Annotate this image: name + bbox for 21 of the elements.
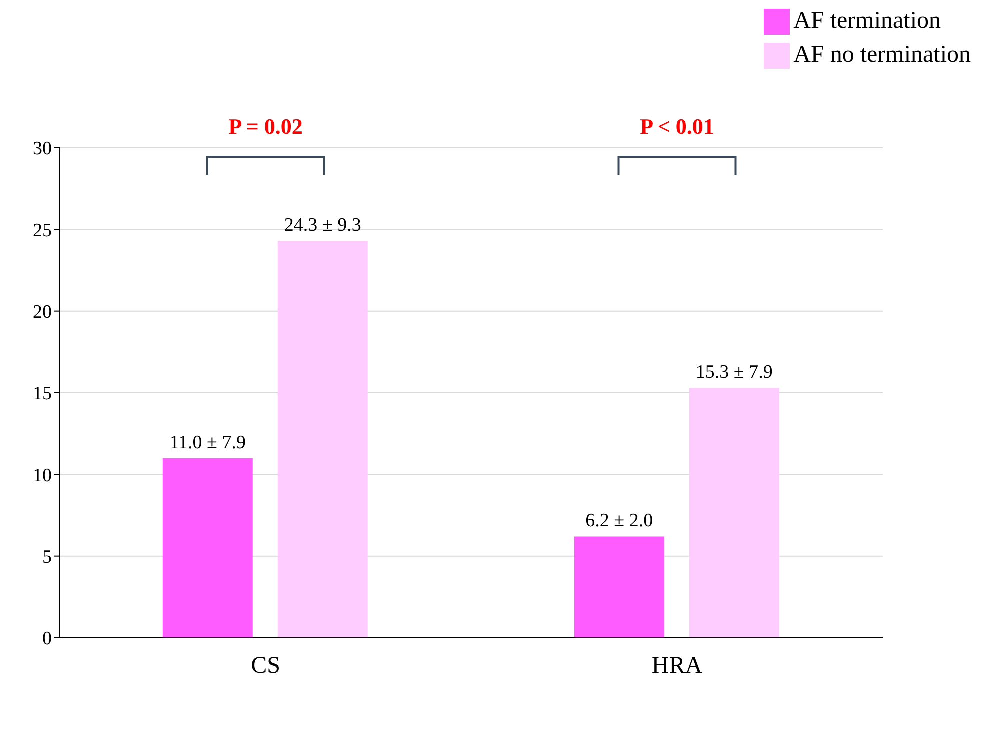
data-label: 11.0 ± 7.9 bbox=[170, 432, 246, 454]
bar bbox=[278, 241, 368, 638]
text: P = 0.02 bbox=[228, 114, 303, 139]
bar bbox=[162, 458, 253, 638]
y-tick-label: 5 bbox=[42, 547, 52, 568]
y-tick-label: 0 bbox=[42, 628, 52, 650]
bar bbox=[574, 536, 664, 638]
x-tick-label: CS bbox=[251, 653, 280, 680]
y-tick-label: 20 bbox=[33, 302, 52, 324]
y-tick-label: 30 bbox=[33, 138, 52, 160]
y-tick-label: 25 bbox=[33, 220, 52, 242]
x-tick-label: HRA bbox=[652, 653, 704, 680]
legend-label: AF no termination bbox=[794, 42, 971, 68]
bar bbox=[689, 388, 780, 638]
y-tick-label: 10 bbox=[33, 465, 52, 486]
data-label: 6.2 ± 2.0 bbox=[586, 510, 654, 532]
text: P < 0.01 bbox=[640, 114, 714, 139]
data-label: 15.3 ± 7.9 bbox=[696, 362, 773, 384]
data-label: 24.3 ± 9.3 bbox=[284, 215, 362, 236]
legend-label: AF termination bbox=[794, 8, 941, 34]
y-tick-label: 15 bbox=[33, 384, 52, 405]
